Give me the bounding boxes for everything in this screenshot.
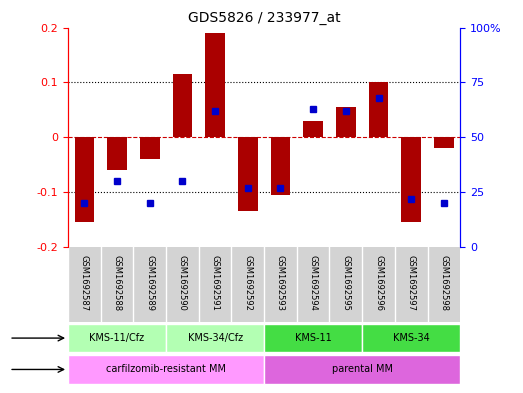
FancyBboxPatch shape: [68, 324, 166, 352]
FancyBboxPatch shape: [166, 324, 264, 352]
FancyBboxPatch shape: [264, 355, 460, 384]
Text: GSM1692592: GSM1692592: [243, 255, 252, 310]
Bar: [107, 137, 127, 170]
Bar: [206, 33, 225, 137]
FancyBboxPatch shape: [362, 324, 460, 352]
Text: parental MM: parental MM: [332, 364, 393, 375]
Text: KMS-34: KMS-34: [393, 333, 429, 343]
Text: KMS-34/Cfz: KMS-34/Cfz: [188, 333, 243, 343]
Text: GSM1692594: GSM1692594: [309, 255, 317, 310]
Text: GSM1692590: GSM1692590: [178, 255, 187, 310]
Bar: [173, 74, 192, 137]
Text: carfilzomib-resistant MM: carfilzomib-resistant MM: [106, 364, 226, 375]
Text: KMS-11: KMS-11: [295, 333, 332, 343]
Bar: [434, 137, 453, 148]
Bar: [74, 137, 94, 222]
Text: GSM1692587: GSM1692587: [80, 255, 89, 311]
Bar: [271, 137, 290, 195]
Text: KMS-11/Cfz: KMS-11/Cfz: [89, 333, 144, 343]
Text: GSM1692589: GSM1692589: [145, 255, 154, 310]
FancyBboxPatch shape: [264, 324, 362, 352]
Bar: [402, 137, 421, 222]
Text: GSM1692591: GSM1692591: [211, 255, 220, 310]
Bar: [238, 137, 257, 211]
Text: GSM1692596: GSM1692596: [374, 255, 383, 310]
FancyBboxPatch shape: [68, 355, 264, 384]
Bar: [369, 83, 388, 137]
Bar: [336, 107, 356, 137]
Text: GSM1692593: GSM1692593: [276, 255, 285, 310]
Text: GSM1692597: GSM1692597: [407, 255, 416, 310]
Bar: [303, 121, 323, 137]
Bar: [140, 137, 160, 159]
Title: GDS5826 / 233977_at: GDS5826 / 233977_at: [188, 11, 340, 25]
Text: GSM1692598: GSM1692598: [439, 255, 448, 310]
Text: GSM1692595: GSM1692595: [342, 255, 350, 310]
Text: GSM1692588: GSM1692588: [112, 255, 121, 311]
